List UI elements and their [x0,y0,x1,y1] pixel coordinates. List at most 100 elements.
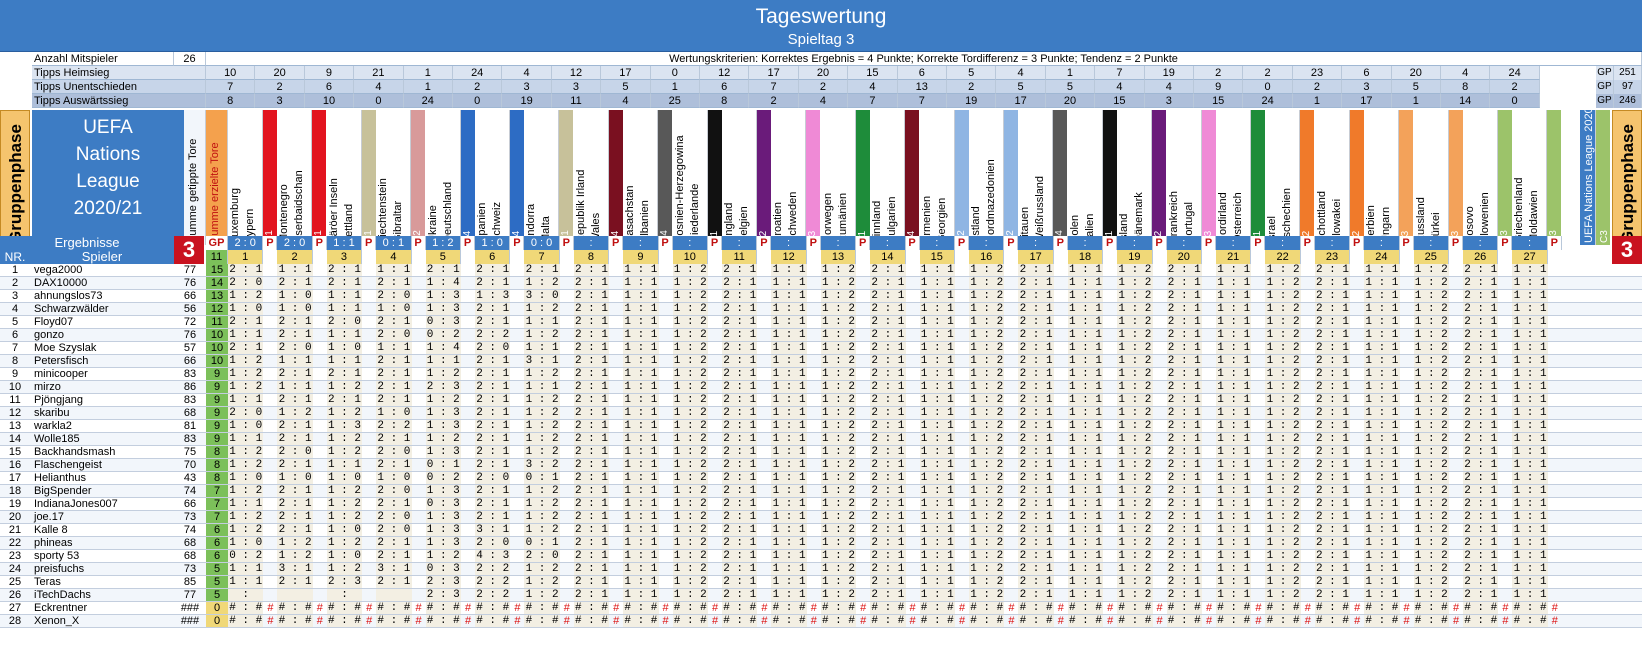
player-tip: 2 : 1 [573,329,610,341]
player-tip: 2 : 1 [1314,290,1351,302]
player-points [510,290,524,302]
player-points [1054,381,1068,393]
player-tipped: 83 [183,433,197,445]
player-points [1103,407,1117,419]
player-tip: 1 : 1 [1067,563,1104,575]
player-points [609,563,623,575]
player-points [1350,550,1364,562]
player-points [1301,524,1315,536]
player-points [560,290,574,302]
player-tip: 2 : 1 [1166,524,1202,536]
player-points [1498,394,1512,406]
player-scored: 7 [206,498,228,510]
player-points [955,433,969,445]
player-points [1103,498,1117,510]
player-points [906,589,920,601]
player-points [313,420,327,432]
player-nr: 24 [8,563,22,575]
group-tag-5: A4 [460,110,475,245]
player-tip: 1 : 2 [1265,550,1301,562]
player-tip: 1 : 1 [1512,264,1548,276]
player-tip: 2 : 1 [573,472,610,484]
player-points [856,472,870,484]
player-scored: 15 [206,264,228,276]
player-scored: 6 [206,524,228,536]
player-points [708,498,722,510]
player-name: gonzo [34,329,64,341]
player-tip: 2 : 1 [870,550,906,562]
tip-heim-19: 7 [1095,66,1145,80]
match-away: Gibraltar [392,200,405,243]
player-tip: 1 : 2 [672,485,708,497]
match-away: Slowakei [1330,198,1343,243]
match-18: Polen Italien [1067,110,1103,245]
player-tip: 2 : 1 [573,394,610,406]
player-points [807,394,821,406]
result-9: : [623,236,659,250]
player-points [1449,316,1463,328]
player-points [313,303,327,315]
player-points [708,381,722,393]
player-tip: 2 : 1 [1463,277,1499,289]
player-tip: 1 : 2 [524,446,560,458]
player-points [412,537,426,549]
player-tip: 1 : 1 [1067,368,1104,380]
player-points [461,368,475,380]
player-tip: 2 : 0 [228,407,264,419]
match-number-4: 4 [376,250,412,264]
player-tip: 1 : 2 [672,498,708,510]
player-nr: 28 [8,615,22,627]
player-points [609,589,623,601]
player-points [510,563,524,575]
player-points [362,394,376,406]
player-points: # [267,615,274,627]
player-points [955,511,969,523]
result-p-12: P [806,236,821,250]
tip-remis-5: 1 [403,80,453,94]
match-number-5: 5 [425,250,461,264]
player-points [1202,459,1216,471]
player-points [510,459,524,471]
group-text: B4 [905,110,919,245]
player-points [1350,303,1364,315]
player-tip: 1 : 0 [326,342,363,354]
player-points [1103,290,1117,302]
player-points [708,576,722,588]
match-number-7: 7 [524,250,560,264]
tip-aus-17: 17 [996,94,1046,108]
tip-aus-5: 24 [403,94,453,108]
player-tip: 2 : 1 [1018,316,1054,328]
player-points [1498,498,1512,510]
player-points [412,420,426,432]
player-tip: 2 : 2 [376,420,412,432]
player-points [1004,316,1018,328]
player-tip: 4 : 3 [475,550,511,562]
player-tip: # : # [228,615,264,627]
player-tip: 1 : 1 [1216,264,1252,276]
player-points: # [563,615,570,627]
player-points [1103,381,1117,393]
player-points [560,381,574,393]
player-points [609,290,623,302]
match-10: Bosnien-Herzegowina Niederlande [672,110,708,245]
player-points [1004,420,1018,432]
player-tip: 2 : 1 [870,264,906,276]
player-tip: 1 : 1 [277,355,313,367]
player-points [1251,459,1265,471]
player-points [510,589,524,601]
player-tip: 2 : 1 [1314,316,1351,328]
tip-heim-9: 17 [601,66,651,80]
player-tip: 2 : 1 [277,498,313,510]
player-points [313,264,327,276]
player-points [659,459,673,471]
player-tip: 1 : 2 [969,498,1005,510]
player-tip: 1 : 2 [820,498,857,510]
tip-heim-22: 2 [1243,66,1293,80]
player-points [263,537,277,549]
player-tip: 1 : 2 [672,407,708,419]
player-points [1202,537,1216,549]
player-points [1498,550,1512,562]
player-points [757,407,771,419]
player-tip: # : # [1067,602,1104,614]
result-19: : [1117,236,1153,250]
